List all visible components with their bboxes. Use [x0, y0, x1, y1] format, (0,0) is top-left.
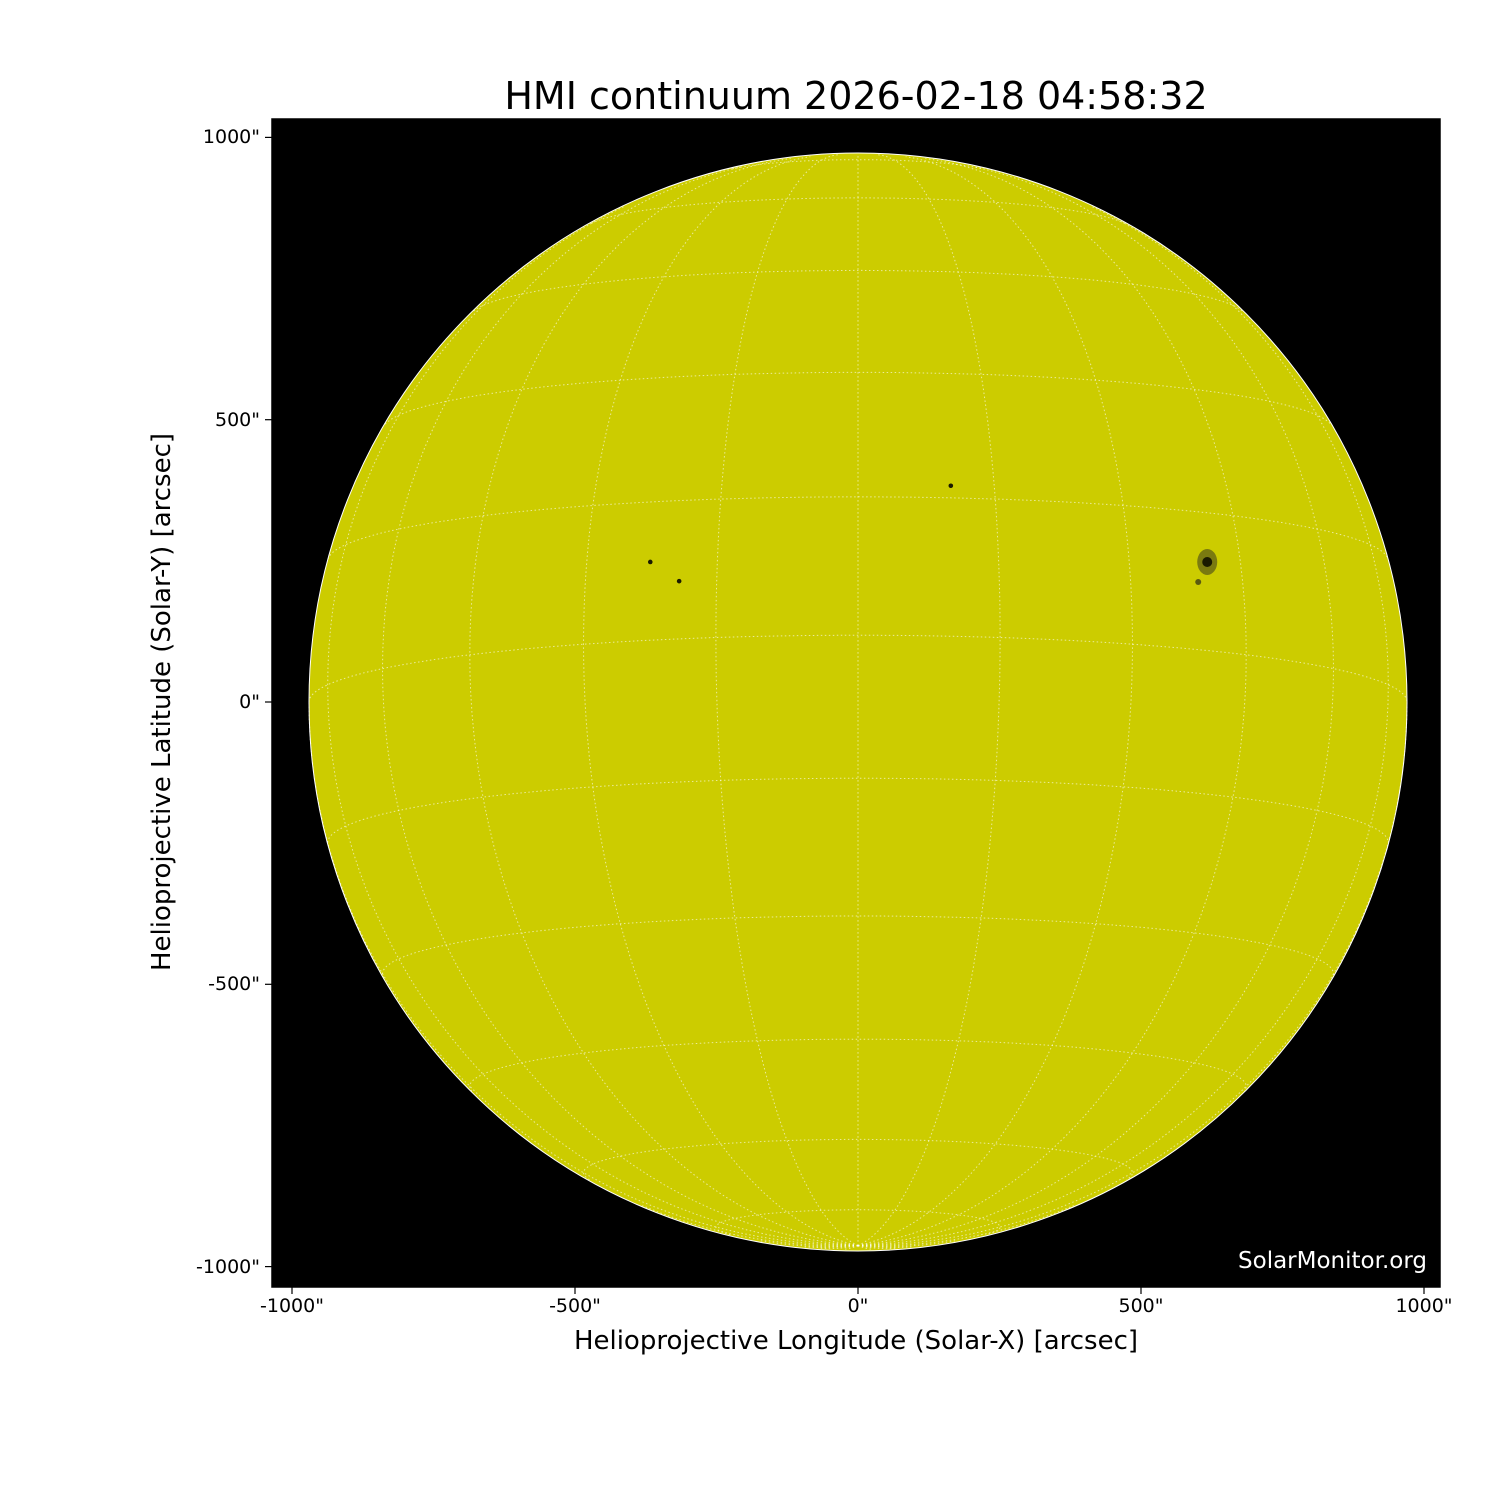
- meridian-line: [857, 166, 1335, 1247]
- y-axis-label: Helioprojective Latitude (Solar-Y) [arcs…: [147, 432, 177, 972]
- watermark: SolarMonitor.org: [1238, 1248, 1427, 1274]
- y-tick-label: 0": [239, 691, 260, 713]
- parallel-line: [473, 269, 1243, 312]
- x-tick-label: 500": [1118, 1295, 1164, 1317]
- meridian-line: [582, 156, 859, 1247]
- y-tick-label: -500": [208, 973, 260, 996]
- parallel-line: [308, 634, 1408, 703]
- sunspot-umbra: [1202, 556, 1213, 567]
- meridian-line: [843, 1245, 859, 1250]
- heliographic-grid: [308, 154, 1408, 1250]
- meridian-line: [759, 1240, 859, 1248]
- sunspot: [647, 559, 653, 565]
- sunspot-pore: [1195, 578, 1202, 585]
- meridian-line: [857, 156, 1134, 1247]
- axes-frame: [271, 118, 1441, 1288]
- plot-title: HMI continuum 2026-02-18 04:58:32: [504, 74, 1208, 118]
- sunspot: [676, 578, 682, 584]
- meridian-line: [857, 1205, 1074, 1247]
- meridian-line: [857, 205, 1389, 1247]
- x-tick-label: -1000": [260, 1295, 324, 1317]
- y-tick-label: 500": [214, 408, 260, 431]
- meridian-line: [327, 205, 859, 1247]
- meridian-line: [857, 1245, 873, 1250]
- meridian-line: [381, 166, 859, 1247]
- meridian-line: [857, 1245, 913, 1248]
- parallel-line: [469, 1038, 1247, 1092]
- x-tick-label: 1000": [1395, 1295, 1453, 1317]
- x-axis-label: Helioprojective Longitude (Solar-X) [arc…: [573, 1326, 1139, 1356]
- solar-disk: [308, 152, 1408, 1252]
- parallel-line: [327, 496, 1389, 560]
- meridian-line: [642, 1205, 859, 1247]
- x-tick-label: 0": [847, 1295, 869, 1317]
- tick-marks: [265, 136, 1425, 1294]
- x-tick-label: -500": [549, 1295, 601, 1317]
- y-tick-label: -1000": [196, 1255, 260, 1278]
- meridian-line: [819, 1245, 859, 1250]
- parallel-line: [591, 197, 1125, 224]
- parallel-line: [732, 159, 984, 170]
- parallel-line: [327, 777, 1389, 843]
- meridian-line: [857, 1245, 897, 1250]
- y-tick-label: 1000": [202, 126, 260, 149]
- meridian-line: [857, 1240, 957, 1248]
- sunspot: [948, 483, 954, 489]
- sunspots: [647, 483, 1218, 585]
